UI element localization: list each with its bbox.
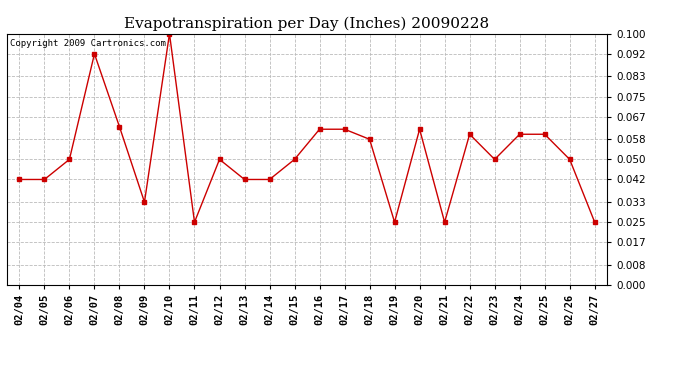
Text: Copyright 2009 Cartronics.com: Copyright 2009 Cartronics.com — [10, 39, 166, 48]
Title: Evapotranspiration per Day (Inches) 20090228: Evapotranspiration per Day (Inches) 2009… — [124, 17, 490, 31]
